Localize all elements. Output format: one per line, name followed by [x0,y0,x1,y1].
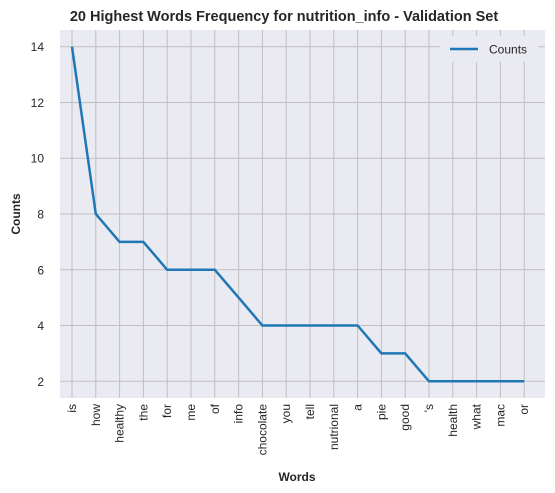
x-tick-label: the [136,404,150,421]
x-tick-label: healthy [113,404,127,443]
y-tick-label: 10 [31,152,45,166]
x-tick-label: 's [422,404,436,412]
x-tick-label: you [279,404,293,423]
x-tick-label: mac [493,404,507,427]
x-tick-label: a [351,404,365,411]
chart-title: 20 Highest Words Frequency for nutrition… [70,9,499,25]
y-axis-label: Counts [9,193,23,235]
x-tick-label: of [208,403,222,414]
x-tick-label: good [398,404,412,431]
x-tick-label: is [65,404,79,413]
x-tick-label: or [517,404,531,415]
x-tick-label: health [446,404,460,437]
x-tick-label: for [160,404,174,418]
y-tick-label: 4 [37,319,44,333]
y-tick-label: 6 [37,263,44,277]
x-tick-label: pie [374,404,388,420]
x-tick-label: what [470,403,484,430]
x-tick-label: tell [303,404,317,419]
x-axis-label: Words [278,470,315,484]
x-tick-label: info [232,404,246,424]
x-tick-label: nutrional [327,404,341,450]
legend: Counts [440,36,538,62]
x-tick-label: me [184,404,198,421]
series-line-counts [70,46,525,383]
legend-box [440,36,538,62]
y-tick-label: 12 [31,96,45,110]
grid [60,30,545,398]
x-tick-label: chocolate [255,404,269,456]
y-axis-ticks: 2 4 6 8 10 12 14 [31,40,45,389]
y-tick-label: 2 [37,375,44,389]
x-tick-label: how [89,404,103,426]
y-tick-label: 14 [31,40,45,54]
x-axis-ticks: is how healthy the for me of info chocolate you te… [65,403,531,455]
y-tick-label: 8 [37,208,44,222]
legend-label-counts: Counts [489,43,527,57]
